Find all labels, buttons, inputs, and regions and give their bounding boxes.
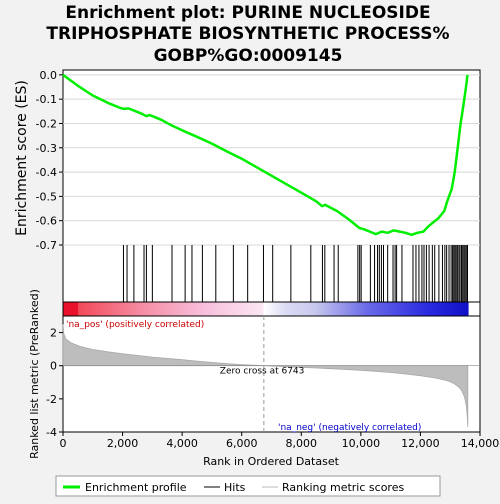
es-y-tick-label: -0.7: [36, 239, 57, 252]
x-tick-label: 12,000: [401, 437, 440, 450]
x-tick-label: 2,000: [107, 437, 139, 450]
es-y-tick-label: -0.4: [36, 166, 57, 179]
metric-area-fill: [62, 324, 469, 428]
x-axis-label: Rank in Ordered Dataset: [203, 455, 340, 468]
es-profile-line: [62, 73, 469, 237]
hit-marks: [122, 245, 468, 302]
es-y-tick-label: -0.6: [36, 215, 57, 228]
metric-y-tick-label: -4: [46, 426, 57, 439]
legend-entry-metric: Ranking metric scores: [282, 481, 404, 494]
heatmap-label-pos: 'na_pos' (positively correlated): [66, 320, 204, 330]
es-panel-frame: [62, 69, 481, 246]
metric-y-tick-label: -2: [46, 393, 57, 406]
x-tick-label: 6,000: [226, 437, 258, 450]
es-y-axis: 0.0 -0.1 -0.2 -0.3 -0.4 -0.5 -0.6 -0.7: [36, 69, 63, 252]
chart-title-line-1: Enrichment plot: PURINE NUCLEOSIDE: [65, 3, 430, 23]
es-y-tick-label: -0.2: [36, 117, 57, 130]
chart-title-line-3: GOBP%GO:0009145: [154, 46, 343, 66]
es-y-tick-label: -0.1: [36, 93, 57, 106]
ranking-heatmap: [63, 302, 469, 316]
heatmap-label-neg: 'na_neg' (negatively correlated): [278, 423, 421, 433]
metric-y-tick-label: 2: [50, 327, 57, 340]
x-axis: 0 2,000 4,000 6,000 8,000 10,000 12,000 14,000: [60, 432, 500, 450]
es-y-tick-label: -0.5: [36, 190, 57, 203]
heatmap-bar: [63, 302, 469, 316]
hits-panel-frame: [62, 244, 481, 303]
legend-entry-hits: Hits: [224, 481, 246, 494]
legend-entry-profile: Enrichment profile: [85, 481, 187, 494]
metric-y-axis: 2 0 -2 -4: [46, 327, 63, 439]
es-gridlines: [63, 74, 480, 246]
chart-title-line-2: TRIPHOSPHATE BIOSYNTHETIC PROCESS%: [46, 24, 449, 44]
es-y-tick-label: 0.0: [40, 69, 58, 82]
legend: Enrichment profile Hits Ranking metric s…: [55, 475, 441, 497]
x-tick-label: 8,000: [286, 437, 318, 450]
es-profile: [62, 73, 469, 237]
metric-y-axis-label: Ranked list metric (PreRanked): [28, 289, 41, 459]
es-y-tick-label: -0.3: [36, 142, 57, 155]
zero-cross-label: Zero cross at 6743: [220, 367, 305, 377]
x-tick-label: 10,000: [342, 437, 381, 450]
x-tick-label: 0: [60, 437, 67, 450]
metric-area: [62, 316, 480, 432]
x-tick-label: 14,000: [461, 437, 500, 450]
x-tick-label: 4,000: [166, 437, 198, 450]
es-y-axis-label: Enrichment score (ES): [14, 80, 30, 236]
metric-y-tick-label: 0: [50, 360, 57, 373]
